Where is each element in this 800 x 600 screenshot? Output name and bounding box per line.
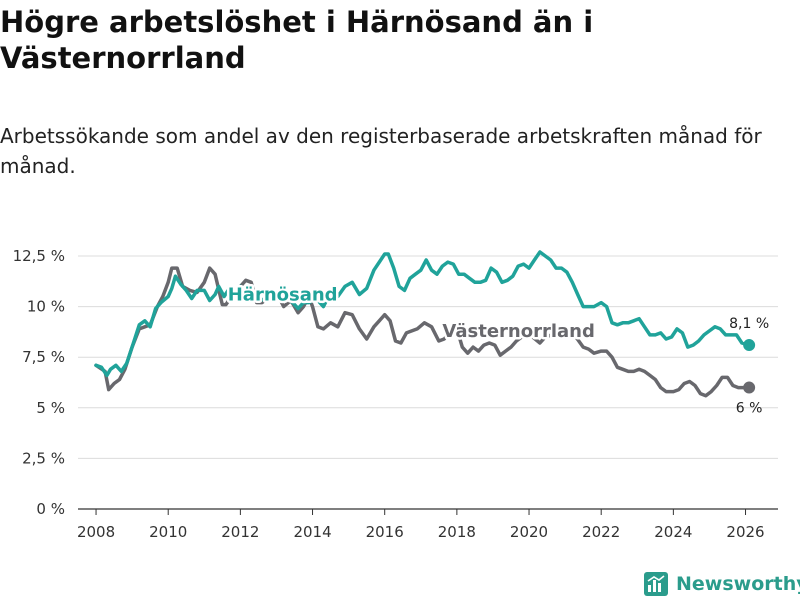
y-tick-label: 12,5 % [13, 247, 65, 265]
newsworthy-logo: Newsworthy [644, 570, 800, 598]
series-lines [94, 250, 756, 398]
chart-title: Högre arbetslöshet i Härnösand än i Väst… [0, 5, 594, 75]
x-tick-label: 2020 [510, 523, 548, 541]
chart-subtitle: Arbetssökande som andel av den registerb… [0, 124, 762, 178]
x-tick-label: 2018 [438, 523, 476, 541]
x-tick-label: 2012 [221, 523, 259, 541]
series-line-vasternorrland [94, 266, 751, 398]
x-tick-label: 2008 [77, 523, 115, 541]
series-label-vasternorrland: Västernorrland [442, 321, 594, 342]
end-value-label-harnosand: 8,1 % [729, 316, 769, 332]
x-tick-label: 2010 [149, 523, 187, 541]
x-tick-label: 2026 [726, 523, 764, 541]
y-tick-label: 2,5 % [22, 449, 65, 467]
y-tick-label: 10 % [27, 298, 65, 316]
x-tick-label: 2024 [654, 523, 692, 541]
x-tick-label: 2014 [293, 523, 331, 541]
axes: 0 % 2,5 % 5 % 7,5 % 10 % 12,5 % 2008 2010 2012 20… [13, 247, 765, 541]
x-tick-label: 2016 [366, 523, 404, 541]
brand-name: Newsworthy [676, 573, 800, 595]
series-labels: 6 % Västernorrland 8,1 % Härnösand [225, 282, 769, 417]
bar-chart-icon [644, 572, 668, 596]
x-tick-label: 2022 [582, 523, 620, 541]
y-tick-label: 7,5 % [22, 348, 65, 366]
series-end-point-vasternorrland [743, 381, 756, 394]
series-line-harnosand [94, 250, 751, 378]
series-end-point-harnosand [743, 339, 756, 352]
end-value-label-vasternorrland: 6 % [736, 401, 763, 417]
series-label-harnosand: Härnösand [228, 285, 338, 306]
y-tick-label: 5 % [36, 399, 65, 417]
gridlines [78, 255, 778, 510]
y-tick-label: 0 % [36, 500, 65, 518]
